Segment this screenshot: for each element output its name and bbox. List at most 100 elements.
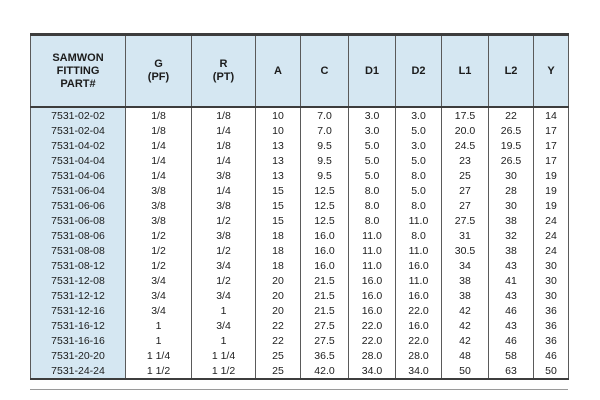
cell-a: 18 [255, 228, 301, 243]
table-row: 7531-02-02 1/8 1/8 10 7.0 3.0 3.0 17.5 22 14 [30, 107, 569, 123]
cell-c: 21.5 [300, 288, 349, 303]
cell-c: 16.0 [300, 243, 349, 258]
cell-part: 7531-24-24 [30, 363, 126, 379]
cell-a: 13 [255, 168, 301, 183]
cell-y: 36 [533, 318, 569, 333]
cell-part: 7531-02-02 [30, 107, 126, 123]
column-header-part: SAMWON FITTING PART# [30, 34, 126, 108]
cell-d2: 11.0 [395, 273, 442, 288]
cell-l1: 38 [441, 273, 489, 288]
cell-g: 1/8 [125, 107, 192, 123]
cell-r: 1/4 [191, 153, 256, 168]
cell-r: 1 [191, 333, 256, 348]
cell-y: 17 [533, 138, 569, 153]
column-header-r: R (PT) [191, 34, 256, 108]
cell-d1: 8.0 [348, 198, 396, 213]
cell-r: 1/8 [191, 138, 256, 153]
cell-d2: 8.0 [395, 228, 442, 243]
column-header-c: C [300, 34, 349, 108]
cell-r: 1/2 [191, 213, 256, 228]
table-row: 7531-04-06 1/4 3/8 13 9.5 5.0 8.0 25 30 19 [30, 168, 569, 183]
cell-d2: 28.0 [395, 348, 442, 363]
table-row: 7531-12-16 3/4 1 20 21.5 16.0 22.0 42 46 36 [30, 303, 569, 318]
cell-c: 21.5 [300, 273, 349, 288]
cell-r: 3/4 [191, 288, 256, 303]
cell-c: 7.0 [300, 107, 349, 123]
cell-l1: 20.0 [441, 123, 489, 138]
cell-d1: 11.0 [348, 258, 396, 273]
cell-l2: 63 [488, 363, 534, 379]
cell-d2: 11.0 [395, 243, 442, 258]
cell-r: 3/4 [191, 258, 256, 273]
table-row: 7531-08-08 1/2 1/2 18 16.0 11.0 11.0 30.5 38 24 [30, 243, 569, 258]
cell-r: 1/2 [191, 273, 256, 288]
table-row: 7531-08-12 1/2 3/4 18 16.0 11.0 16.0 34 43 30 [30, 258, 569, 273]
cell-l2: 46 [488, 303, 534, 318]
cell-r: 1 [191, 303, 256, 318]
cell-d1: 11.0 [348, 243, 396, 258]
cell-l2: 22 [488, 107, 534, 123]
cell-l1: 50 [441, 363, 489, 379]
cell-g: 1/2 [125, 228, 192, 243]
cell-c: 16.0 [300, 258, 349, 273]
cell-c: 27.5 [300, 318, 349, 333]
cell-d1: 34.0 [348, 363, 396, 379]
cell-g: 1/8 [125, 123, 192, 138]
cell-part: 7531-20-20 [30, 348, 126, 363]
cell-d2: 16.0 [395, 258, 442, 273]
cell-c: 12.5 [300, 213, 349, 228]
cell-y: 24 [533, 243, 569, 258]
cell-d2: 22.0 [395, 303, 442, 318]
cell-r: 1 1/4 [191, 348, 256, 363]
table-header-row: SAMWON FITTING PART# G (PF) R (PT) A C D1 D2 L1 L2 Y [30, 34, 569, 108]
cell-g: 3/8 [125, 183, 192, 198]
cell-c: 9.5 [300, 153, 349, 168]
cell-part: 7531-04-02 [30, 138, 126, 153]
table-row: 7531-20-20 1 1/4 1 1/4 25 36.5 28.0 28.0 48 58 46 [30, 348, 569, 363]
cell-c: 9.5 [300, 168, 349, 183]
cell-r: 1 1/2 [191, 363, 256, 379]
table-row: 7531-16-16 1 1 22 27.5 22.0 22.0 42 46 36 [30, 333, 569, 348]
cell-d1: 8.0 [348, 183, 396, 198]
cell-c: 42.0 [300, 363, 349, 379]
cell-c: 7.0 [300, 123, 349, 138]
cell-part: 7531-16-12 [30, 318, 126, 333]
cell-l2: 58 [488, 348, 534, 363]
cell-d1: 5.0 [348, 168, 396, 183]
cell-g: 1/2 [125, 243, 192, 258]
cell-a: 15 [255, 183, 301, 198]
cell-c: 16.0 [300, 228, 349, 243]
cell-l2: 38 [488, 213, 534, 228]
cell-a: 15 [255, 198, 301, 213]
table-body: 7531-02-02 1/8 1/8 10 7.0 3.0 3.0 17.5 22 14 7531-… [30, 107, 569, 379]
cell-l1: 30.5 [441, 243, 489, 258]
cell-g: 3/8 [125, 198, 192, 213]
cell-g: 1/4 [125, 168, 192, 183]
cell-y: 36 [533, 303, 569, 318]
cell-l1: 24.5 [441, 138, 489, 153]
cell-r: 3/4 [191, 318, 256, 333]
cell-l1: 42 [441, 333, 489, 348]
cell-l2: 32 [488, 228, 534, 243]
cell-d1: 16.0 [348, 288, 396, 303]
cell-c: 9.5 [300, 138, 349, 153]
cell-l1: 27 [441, 183, 489, 198]
cell-part: 7531-16-16 [30, 333, 126, 348]
cell-d1: 3.0 [348, 123, 396, 138]
double-bottom-rule [30, 389, 568, 390]
cell-g: 1 1/2 [125, 363, 192, 379]
cell-y: 14 [533, 107, 569, 123]
cell-c: 36.5 [300, 348, 349, 363]
cell-a: 22 [255, 333, 301, 348]
cell-d1: 8.0 [348, 213, 396, 228]
cell-a: 20 [255, 288, 301, 303]
cell-g: 3/4 [125, 273, 192, 288]
cell-r: 3/8 [191, 228, 256, 243]
cell-d1: 5.0 [348, 153, 396, 168]
table-row: 7531-04-04 1/4 1/4 13 9.5 5.0 5.0 23 26.5 17 [30, 153, 569, 168]
table-row: 7531-08-06 1/2 3/8 18 16.0 11.0 8.0 31 32 24 [30, 228, 569, 243]
cell-part: 7531-04-06 [30, 168, 126, 183]
cell-r: 3/8 [191, 168, 256, 183]
table-row: 7531-04-02 1/4 1/8 13 9.5 5.0 3.0 24.5 19.5 17 [30, 138, 569, 153]
cell-l2: 43 [488, 318, 534, 333]
